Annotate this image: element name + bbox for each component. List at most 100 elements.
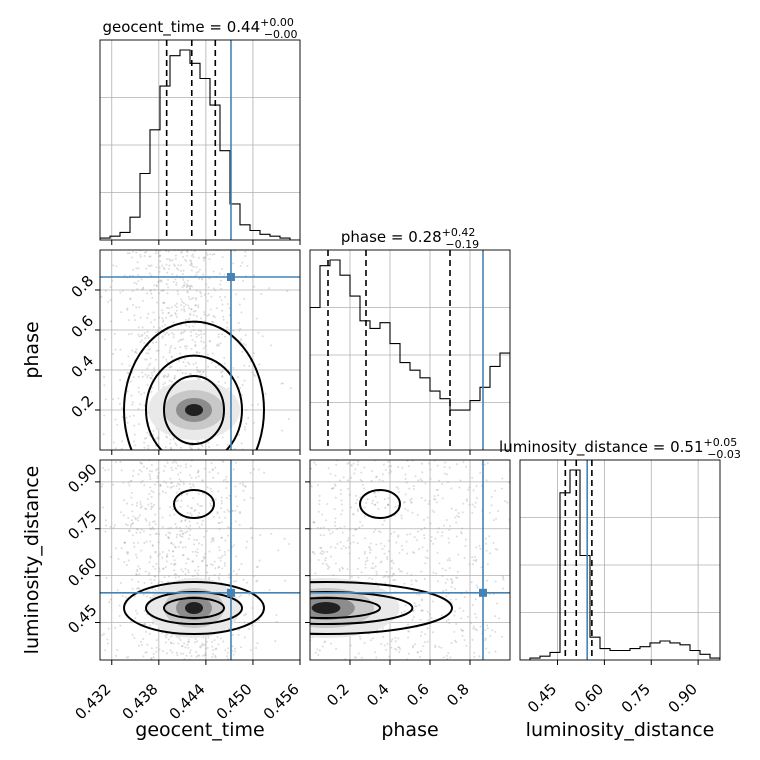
- scatter-point: [373, 530, 376, 533]
- scatter-point: [94, 332, 96, 334]
- scatter-point: [502, 578, 505, 581]
- scatter-point: [161, 650, 164, 653]
- scatter-point: [436, 531, 439, 534]
- scatter-point: [128, 252, 131, 255]
- scatter-point: [366, 498, 369, 501]
- scatter-point: [238, 524, 241, 527]
- scatter-point: [416, 539, 419, 542]
- scatter-point: [200, 277, 203, 280]
- scatter-point: [146, 497, 149, 500]
- scatter-point: [468, 486, 471, 489]
- scatter-point: [103, 376, 106, 379]
- scatter-point: [189, 482, 192, 485]
- scatter-point: [448, 557, 451, 560]
- scatter-point: [417, 479, 420, 482]
- scatter-point: [412, 610, 415, 613]
- scatter-point: [416, 530, 419, 533]
- scatter-point: [165, 555, 168, 558]
- scatter-point: [490, 504, 493, 507]
- scatter-point: [179, 338, 182, 341]
- scatter-point: [201, 560, 204, 563]
- scatter-point: [191, 339, 194, 342]
- scatter-point: [221, 268, 224, 271]
- scatter-point: [224, 649, 227, 652]
- panel-title: phase = 0.28+0.42 −0.19: [341, 226, 479, 251]
- scatter-point: [214, 289, 217, 292]
- scatter-point: [294, 518, 296, 520]
- scatter-point: [141, 371, 144, 374]
- scatter-point: [197, 565, 200, 568]
- scatter-point: [429, 468, 432, 471]
- scatter-point: [381, 523, 384, 526]
- scatter-point: [196, 640, 199, 643]
- scatter-point: [214, 365, 217, 368]
- scatter-point: [285, 564, 287, 566]
- scatter-point: [448, 541, 451, 544]
- scatter-point: [220, 496, 223, 499]
- scatter-point: [170, 486, 173, 489]
- scatter-point: [178, 478, 181, 481]
- scatter-point: [152, 491, 155, 494]
- scatter-point: [154, 358, 157, 361]
- scatter-point: [391, 559, 394, 562]
- scatter-point: [137, 386, 140, 389]
- scatter-point: [279, 617, 281, 619]
- x-tick-label: 0.2: [323, 680, 353, 710]
- scatter-point: [502, 575, 505, 578]
- scatter-point: [184, 347, 187, 350]
- scatter-point: [194, 304, 197, 307]
- scatter-point: [177, 268, 180, 271]
- scatter-point: [170, 356, 173, 359]
- scatter-point: [143, 484, 146, 487]
- scatter-point: [353, 528, 356, 531]
- scatter-point: [463, 639, 466, 642]
- scatter-point: [184, 258, 187, 261]
- scatter-point: [257, 468, 260, 471]
- scatter-point: [163, 576, 166, 579]
- scatter-point: [153, 575, 156, 578]
- scatter-point: [205, 564, 208, 567]
- scatter-point: [190, 260, 193, 263]
- scatter-point: [208, 576, 211, 579]
- scatter-point: [163, 268, 166, 271]
- scatter-point: [186, 290, 189, 293]
- scatter-point: [161, 335, 164, 338]
- scatter-point: [377, 507, 380, 510]
- scatter-point: [375, 543, 378, 546]
- scatter-point: [244, 428, 247, 431]
- scatter-point: [526, 650, 528, 652]
- scatter-point: [475, 546, 478, 549]
- scatter-point: [226, 326, 229, 329]
- scatter-point: [187, 558, 190, 561]
- scatter-point: [196, 548, 199, 551]
- scatter-point: [387, 504, 390, 507]
- scatter-point: [379, 561, 382, 564]
- scatter-point: [158, 570, 161, 573]
- scatter-point: [179, 446, 182, 449]
- scatter-point: [472, 625, 475, 628]
- scatter-point: [471, 638, 474, 641]
- scatter-point: [221, 567, 224, 570]
- scatter-point: [143, 332, 146, 335]
- scatter-point: [451, 582, 454, 585]
- scatter-point: [515, 635, 517, 637]
- scatter-point: [318, 649, 321, 652]
- scatter-point: [136, 528, 139, 531]
- scatter-point: [129, 480, 132, 483]
- scatter-point: [249, 472, 252, 475]
- scatter-point: [196, 503, 199, 506]
- scatter-point: [354, 494, 357, 497]
- panel-frame: [99, 249, 301, 451]
- scatter-point: [204, 652, 207, 655]
- scatter-point: [152, 520, 155, 523]
- scatter-point: [221, 436, 224, 439]
- scatter-point: [201, 654, 204, 657]
- scatter-point: [329, 555, 332, 558]
- scatter-point: [146, 376, 149, 379]
- scatter-point: [190, 330, 193, 333]
- scatter-point: [164, 333, 167, 336]
- scatter-point: [231, 645, 234, 648]
- scatter-point: [198, 277, 201, 280]
- scatter-point: [166, 536, 169, 539]
- scatter-point: [384, 468, 387, 471]
